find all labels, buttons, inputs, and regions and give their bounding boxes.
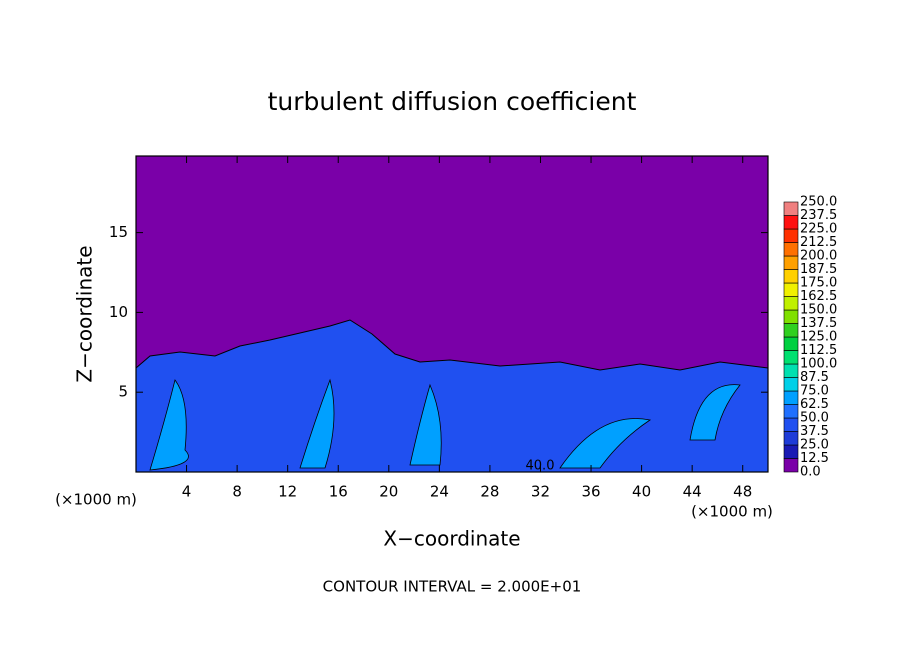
colorbar-label: 187.5 [800, 262, 837, 277]
colorbar-swatch [783, 336, 799, 351]
colorbar-swatch [783, 309, 799, 324]
colorbar-label: 200.0 [800, 249, 837, 264]
x-tick-label: 48 [733, 483, 752, 501]
colorbar-label: 62.5 [800, 397, 829, 412]
colorbar-swatch [783, 215, 799, 230]
contour-note: CONTOUR INTERVAL = 2.000E+01 [323, 578, 582, 596]
colorbar-label: 12.5 [800, 451, 829, 466]
colorbar-swatch [783, 282, 799, 297]
y-tick-label: 15 [109, 223, 128, 241]
colorbar-swatch [783, 323, 799, 338]
colorbar-label: 162.5 [800, 289, 837, 304]
colorbar-swatch [783, 417, 799, 432]
colorbar-label: 125.0 [800, 330, 837, 345]
x-tick-label: 32 [531, 483, 550, 501]
x-tick-label: 8 [232, 483, 242, 501]
plot-frame [135, 155, 769, 473]
colorbar-label: 175.0 [800, 276, 837, 291]
y-tick-label: 10 [109, 303, 128, 321]
colorbar-label: 37.5 [800, 424, 829, 439]
colorbar-swatch [783, 201, 799, 216]
field-streak [149, 379, 189, 471]
colorbar-label: 212.5 [800, 235, 837, 250]
x-tick-label: 16 [329, 483, 348, 501]
colorbar-swatch [783, 431, 799, 446]
x-unit: (×1000 m) [691, 503, 773, 521]
colorbar-swatch [783, 458, 799, 473]
field: 40.0 [135, 156, 769, 474]
chart-title: turbulent diffusion coefficient [268, 87, 637, 116]
colorbar-swatch [783, 404, 799, 419]
colorbar-swatch [783, 390, 799, 405]
colorbar-label: 225.0 [800, 222, 837, 237]
colorbar-label: 137.5 [800, 316, 837, 331]
colorbar-swatch [783, 269, 799, 284]
colorbar-swatch [783, 377, 799, 392]
x-tick-label: 12 [278, 483, 297, 501]
x-tick-label: 20 [379, 483, 398, 501]
x-tick-label: 24 [430, 483, 449, 501]
x-tick-label: 44 [683, 483, 702, 501]
colorbar-label: 250.0 [800, 195, 837, 210]
y-tick-label: 5 [118, 383, 128, 401]
x-tick-label: 36 [581, 483, 600, 501]
colorbar-label: 112.5 [800, 343, 837, 358]
field-streak [299, 378, 335, 469]
field-streak [409, 383, 442, 466]
colorbar-label: 150.0 [800, 303, 837, 318]
colorbar-label: 100.0 [800, 357, 837, 372]
field-streak [689, 384, 741, 441]
colorbar-label: 25.0 [800, 438, 829, 453]
colorbar-label: 87.5 [800, 370, 829, 385]
colorbar-swatch [783, 444, 799, 459]
x-tick-label: 40 [632, 483, 651, 501]
y-axis-label: Z−coordinate [73, 245, 97, 382]
colorbar-label: 237.5 [800, 208, 837, 223]
x-axis-label: X−coordinate [383, 527, 520, 551]
colorbar-label: 0.0 [800, 465, 821, 480]
x-tick-label: 28 [480, 483, 499, 501]
colorbar-swatch [783, 228, 799, 243]
colorbar-swatch [783, 296, 799, 311]
colorbar-swatch [783, 363, 799, 378]
y-unit: (×1000 m) [55, 491, 137, 509]
colorbar-swatch [783, 350, 799, 365]
colorbar-label: 75.0 [800, 384, 829, 399]
colorbar-swatch [783, 255, 799, 270]
field-streak [559, 418, 652, 469]
x-tick-label: 4 [182, 483, 192, 501]
colorbar-swatch [783, 242, 799, 257]
colorbar-label: 50.0 [800, 411, 829, 426]
